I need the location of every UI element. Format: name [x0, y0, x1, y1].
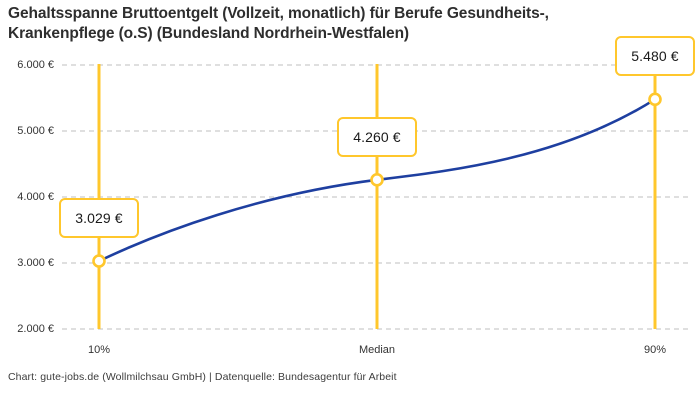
data-point-marker [92, 254, 106, 268]
y-axis-label: 2.000 € [17, 323, 54, 335]
value-label-box: 4.260 € [337, 116, 417, 157]
chart-title-line1: Gehaltsspanne Bruttoentgelt (Vollzeit, m… [8, 5, 549, 22]
chart-footer: Chart: gute-jobs.de (Wollmilchsau GmbH) … [8, 371, 397, 383]
chart-title: Gehaltsspanne Bruttoentgelt (Vollzeit, m… [8, 4, 648, 44]
y-axis-label: 5.000 € [17, 125, 54, 137]
x-axis-label: 10% [87, 344, 111, 356]
x-axis-label: Median [358, 344, 396, 356]
data-point-marker [370, 173, 384, 187]
chart-title-line2: Krankenpflege (o.S) (Bundesland Nordrhei… [8, 25, 409, 42]
value-label-box: 5.480 € [615, 36, 695, 77]
x-axis-label: 90% [643, 344, 667, 356]
value-label-box: 3.029 € [59, 198, 139, 239]
y-axis-label: 3.000 € [17, 257, 54, 269]
data-point-marker [648, 92, 662, 107]
y-axis-label: 6.000 € [17, 59, 54, 71]
y-axis-label: 4.000 € [17, 191, 54, 203]
